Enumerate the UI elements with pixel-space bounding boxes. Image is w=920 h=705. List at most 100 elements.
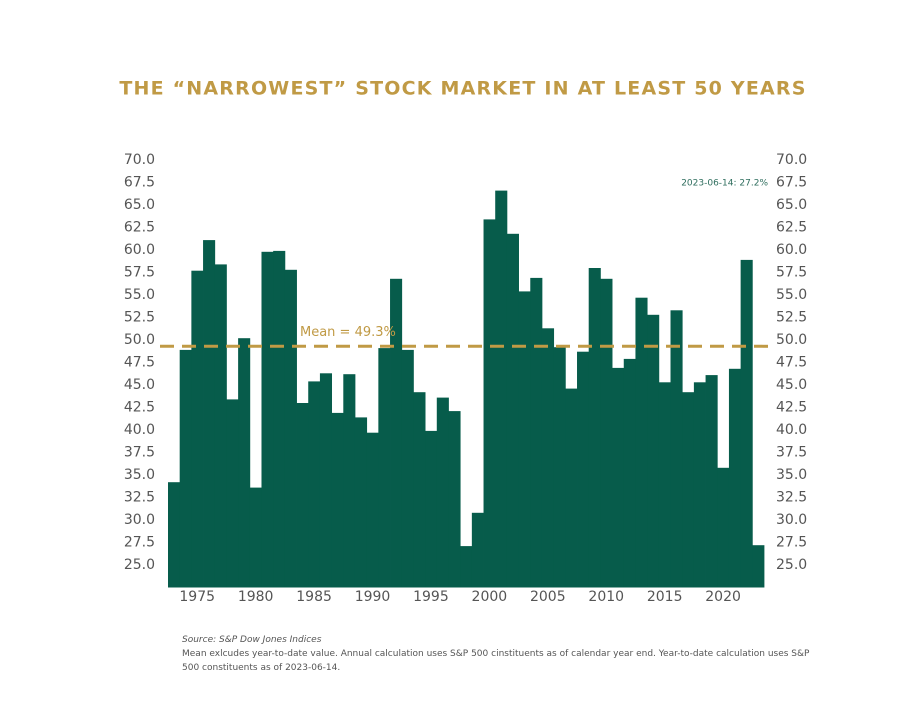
y2-tick-label: 45.0 xyxy=(776,377,807,393)
bar xyxy=(518,291,531,588)
bar xyxy=(658,382,671,588)
y2-tick-label: 55.0 xyxy=(776,287,807,303)
y2-tick-label: 37.5 xyxy=(776,445,807,461)
bar xyxy=(319,373,333,588)
bar xyxy=(600,278,613,588)
mean-label: Mean = 49.3% xyxy=(300,325,396,340)
bar xyxy=(670,310,683,588)
bar xyxy=(647,314,660,588)
x-tick-label: 1975 xyxy=(179,589,215,605)
x-tick-label: 1995 xyxy=(413,589,449,605)
bar xyxy=(740,259,753,588)
bar xyxy=(226,399,239,588)
y-tick-label: 45.0 xyxy=(124,377,155,393)
y2-tick-label: 30.0 xyxy=(776,512,807,528)
x-tick-label: 1990 xyxy=(355,589,391,605)
y2-tick-label: 57.5 xyxy=(776,265,807,281)
y-tick-label: 37.5 xyxy=(124,445,155,461)
bar xyxy=(249,487,262,588)
bar xyxy=(354,417,368,588)
y2-tick-label: 50.0 xyxy=(776,332,807,348)
y-tick-label: 70.0 xyxy=(124,152,155,168)
x-tick-label: 2020 xyxy=(705,589,741,605)
x-tick-label: 1980 xyxy=(238,589,274,605)
bar xyxy=(214,264,227,588)
y-tick-label: 25.0 xyxy=(124,557,155,573)
bar xyxy=(483,219,496,588)
source: Source: S&P Dow Jones Indices xyxy=(182,635,322,645)
bar xyxy=(728,368,742,588)
bar xyxy=(541,328,555,588)
bar xyxy=(693,382,706,588)
bar xyxy=(717,467,730,588)
bar xyxy=(203,240,216,588)
bar xyxy=(752,545,765,588)
bar xyxy=(553,347,566,588)
value-label: 2023-06-14: 27.2% xyxy=(681,179,768,189)
y2-tick-label: 40.0 xyxy=(776,422,807,438)
bar xyxy=(635,297,648,588)
y2-tick-label: 32.5 xyxy=(776,490,807,506)
bar xyxy=(588,268,601,588)
y2-tick-label: 25.0 xyxy=(776,557,807,573)
y2-tick-label: 70.0 xyxy=(776,152,807,168)
bar xyxy=(273,250,286,588)
y2-tick-label: 35.0 xyxy=(776,467,807,483)
bar xyxy=(530,277,543,588)
bar xyxy=(284,269,297,588)
chart-title: THE “NARROWEST” STOCK MARKET IN AT LEAST… xyxy=(119,78,806,100)
bar xyxy=(436,397,449,588)
y-tick-label: 62.5 xyxy=(124,220,155,236)
bar xyxy=(296,403,309,588)
bar xyxy=(179,349,192,588)
y2-tick-label: 60.0 xyxy=(776,242,807,258)
bar xyxy=(366,432,379,588)
y-tick-label: 42.5 xyxy=(124,400,155,416)
y-tick-label: 27.5 xyxy=(124,535,155,551)
bar xyxy=(331,412,344,588)
bar xyxy=(448,411,461,588)
x-tick-label: 2000 xyxy=(472,589,508,605)
bar xyxy=(506,233,519,588)
y-tick-label: 57.5 xyxy=(124,265,155,281)
y-tick-label: 47.5 xyxy=(124,355,155,371)
y-tick-label: 35.0 xyxy=(124,467,155,483)
y2-tick-label: 62.5 xyxy=(776,220,807,236)
x-tick-label: 2005 xyxy=(530,589,566,605)
bar xyxy=(460,546,473,588)
bar xyxy=(577,351,590,588)
bar xyxy=(413,392,426,588)
bar xyxy=(425,430,438,588)
y2-tick-label: 27.5 xyxy=(776,535,807,551)
bar xyxy=(168,482,181,588)
y-tick-label: 32.5 xyxy=(124,490,155,506)
bar xyxy=(378,348,391,588)
y2-tick-label: 47.5 xyxy=(776,355,807,371)
y-tick-label: 67.5 xyxy=(124,175,155,191)
y-tick-label: 30.0 xyxy=(124,512,155,528)
bar xyxy=(565,388,578,588)
x-tick-label: 1985 xyxy=(296,589,332,605)
y-tick-label: 52.5 xyxy=(124,310,155,326)
bar xyxy=(390,278,403,588)
bar xyxy=(471,512,484,588)
bar xyxy=(191,270,204,588)
y-tick-label: 40.0 xyxy=(124,422,155,438)
chart: THE “NARROWEST” STOCK MARKET IN AT LEAST… xyxy=(119,78,807,606)
bar xyxy=(238,338,251,588)
note: Mean exlcudes year-to-date value. Annual… xyxy=(182,649,810,673)
bar xyxy=(705,375,718,588)
y2-tick-label: 65.0 xyxy=(776,197,807,213)
y2-tick-label: 67.5 xyxy=(776,175,807,191)
x-tick-label: 2015 xyxy=(647,589,683,605)
x-tick-label: 2010 xyxy=(588,589,624,605)
y-tick-label: 55.0 xyxy=(124,287,155,303)
y2-tick-label: 42.5 xyxy=(776,400,807,416)
bar xyxy=(343,374,356,588)
bar xyxy=(495,190,508,588)
y2-tick-label: 52.5 xyxy=(776,310,807,326)
bar xyxy=(261,251,274,588)
bar xyxy=(612,367,625,588)
y-tick-label: 60.0 xyxy=(124,242,155,258)
